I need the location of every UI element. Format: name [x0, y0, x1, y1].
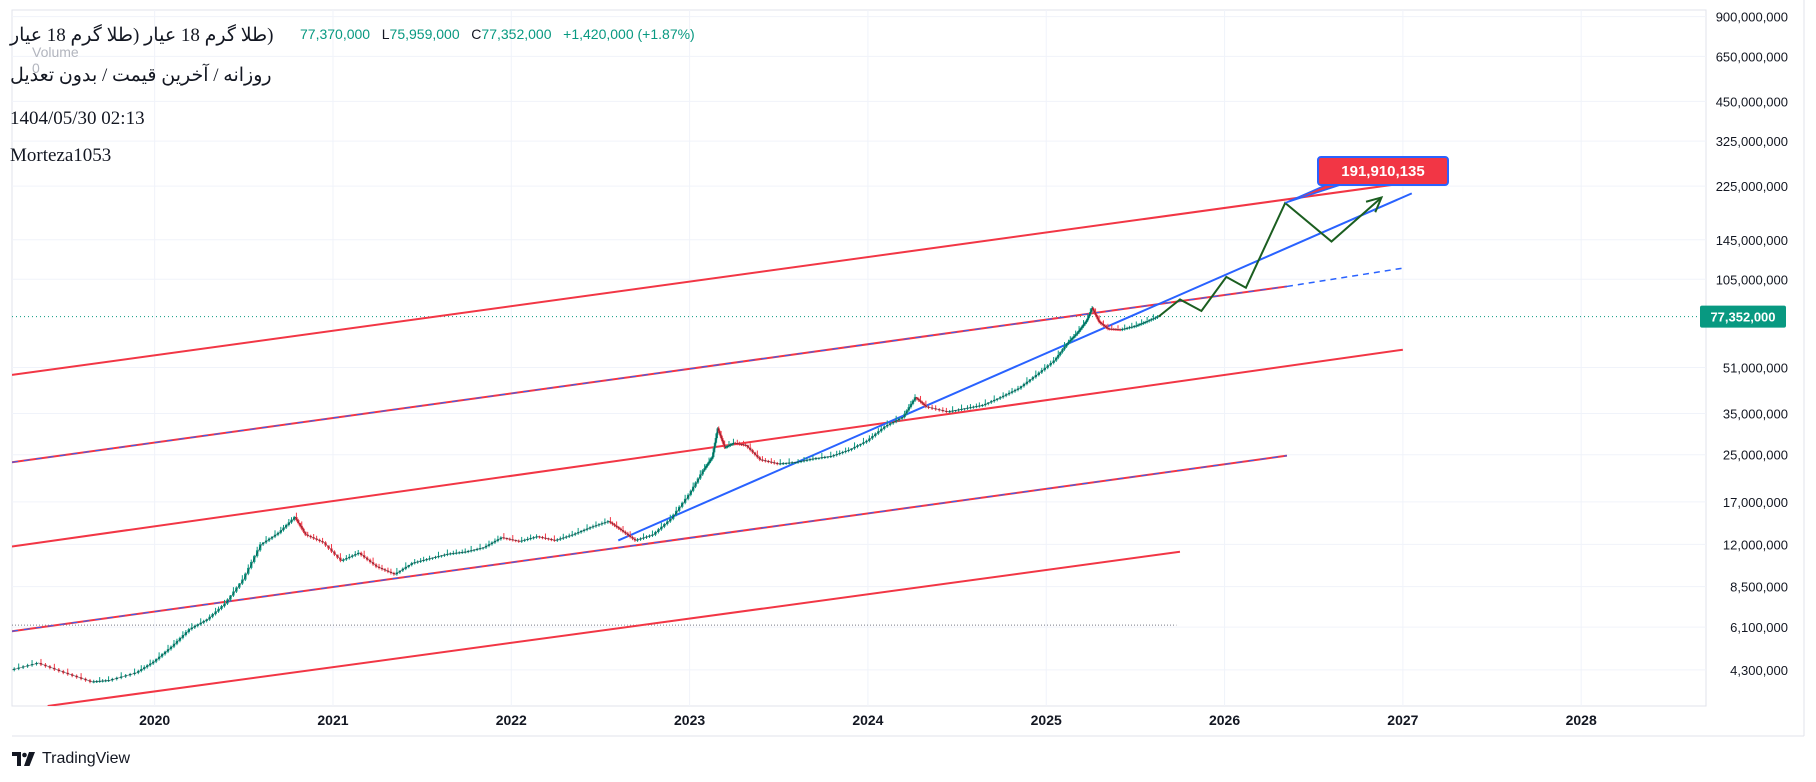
y-tick-label: 6,100,000 [1730, 620, 1788, 635]
x-tick-label: 2021 [317, 712, 348, 728]
y-tick-label: 105,000,000 [1716, 272, 1788, 287]
projection-path [1157, 196, 1383, 318]
last-price-badge-text: 77,352,000 [1710, 310, 1775, 325]
ohlc-readout: 77,370,000 L75,959,000 C77,352,000 +1,42… [300, 26, 695, 42]
x-tick-label: 2028 [1566, 712, 1597, 728]
channel-line-1 [12, 182, 1403, 376]
ohlc-close-label: C [471, 26, 482, 42]
ohlc-change: +1,420,000 (+1.87%) [563, 26, 695, 42]
volume-value: 0 [32, 60, 40, 76]
x-tick-label: 2027 [1387, 712, 1418, 728]
uptrend-line [617, 192, 1413, 542]
tradingview-logo-icon [12, 752, 35, 766]
target-price-text: 191,910,135 [1341, 163, 1424, 180]
x-tick-label: 2026 [1209, 712, 1240, 728]
y-tick-label: 8,500,000 [1730, 580, 1788, 595]
target-price-badge [1317, 156, 1449, 186]
tradingview-logo[interactable]: TradingView [12, 750, 130, 768]
ohlc-high: 77,370,000 [300, 26, 371, 42]
author-name: Morteza1053 [10, 145, 112, 166]
x-tick-label: 2025 [1031, 712, 1062, 728]
chart-subtitle: روزانه / آخرین قیمت / بدون تعدیل [10, 65, 272, 86]
symbol-title: (طلا گرم 18 عیار (طلا گرم 18 عیار [10, 25, 274, 46]
price-line [12, 307, 1159, 683]
channel-dashed-extension [1286, 267, 1403, 288]
candle-body [1114, 329, 1118, 331]
y-axis[interactable]: 900,000,000 650,000,000 450,000,000 325,000… [1716, 10, 1788, 678]
projection-arrowhead [1365, 195, 1384, 213]
volume-readout: Volume 0 [32, 44, 79, 76]
y-tick-label: 900,000,000 [1716, 10, 1788, 25]
channel-line-3 [12, 348, 1404, 548]
ohlc-low: 75,959,000 [389, 26, 460, 42]
tradingview-brand-text: TradingView [42, 750, 131, 767]
channel-overlay-4 [12, 455, 1288, 632]
plot-area[interactable] [12, 182, 1706, 706]
y-tick-label: 17,000,000 [1723, 495, 1788, 510]
y-tick-label: 325,000,000 [1716, 134, 1788, 149]
volume-label: Volume [32, 44, 79, 60]
y-tick-label: 650,000,000 [1716, 49, 1788, 64]
y-tick-label: 450,000,000 [1716, 94, 1788, 109]
candle-body [1118, 329, 1122, 331]
y-tick-label: 35,000,000 [1723, 407, 1788, 422]
y-tick-label: 4,300,000 [1730, 663, 1788, 678]
y-tick-label: 51,000,000 [1723, 361, 1788, 376]
ohlc-close: 77,352,000 [481, 26, 552, 42]
chart-datetime: 1404/05/30 02:13 [10, 108, 145, 129]
x-tick-label: 2024 [852, 712, 883, 728]
y-tick-label: 12,000,000 [1723, 537, 1788, 552]
candle-body [1116, 329, 1120, 331]
candle-body [1112, 329, 1116, 331]
plot-frame [11, 9, 1707, 707]
ohlc-low-label: L [381, 26, 390, 42]
last-price-badge [1700, 305, 1786, 328]
x-tick-label: 2020 [139, 712, 170, 728]
grid [11, 0, 1805, 737]
x-tick-label: 2022 [496, 712, 527, 728]
channel-line-5 [47, 550, 1181, 706]
y-tick-label: 225,000,000 [1716, 179, 1788, 194]
y-tick-label: 25,000,000 [1723, 448, 1788, 463]
y-tick-label: 145,000,000 [1716, 233, 1788, 248]
x-tick-label: 2023 [674, 712, 705, 728]
candle-body [1110, 328, 1113, 330]
channel-overlay-2 [12, 285, 1288, 463]
candle-body [1108, 328, 1111, 330]
x-axis[interactable]: 2020 2021 2022 2023 2024 2025 2026 2027 2028 [139, 712, 1597, 728]
